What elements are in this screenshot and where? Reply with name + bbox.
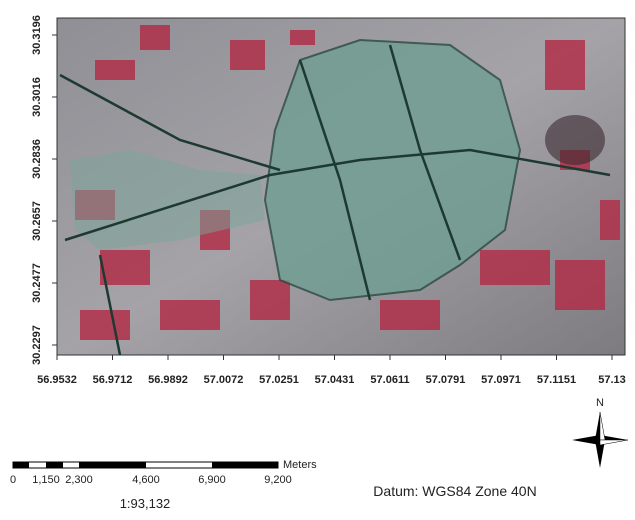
x-tick-label: 57.0072 <box>204 374 244 386</box>
scale-bar: Meters <box>13 459 317 471</box>
y-tick-label: 30.2836 <box>31 139 43 179</box>
north-label: N <box>596 397 604 409</box>
y-tick-label: 30.2477 <box>31 263 43 303</box>
satellite-image <box>57 18 625 355</box>
y-tick-label: 30.3196 <box>31 15 43 55</box>
x-tick-label: 57.13 <box>598 374 626 386</box>
x-tick-label: 57.0791 <box>426 374 466 386</box>
scale-label: 9,200 <box>264 474 292 486</box>
y-tick-label: 30.3016 <box>31 77 43 117</box>
y-tick-label: 30.2297 <box>31 325 43 365</box>
scale-label: 2,300 <box>65 474 93 486</box>
scale-unit: Meters <box>283 459 317 471</box>
y-tick-label: 30.2657 <box>31 201 43 241</box>
datum: Datum: WGS84 Zone 40N <box>373 483 536 499</box>
scale-label: 0 <box>10 474 16 486</box>
x-tick-label: 57.0431 <box>315 374 355 386</box>
scale-label: 6,900 <box>198 474 226 486</box>
x-tick-label: 57.0611 <box>370 374 409 386</box>
x-tick-label: 56.9712 <box>93 374 133 386</box>
scale-ratio: 1:93,132 <box>120 496 171 511</box>
scale-label: 4,600 <box>132 474 160 486</box>
x-tick-label: 57.0251 <box>259 374 299 386</box>
x-tick-label: 57.1151 <box>537 374 576 386</box>
x-tick-label: 56.9892 <box>148 374 188 386</box>
map-figure: 56.9532 56.9712 56.9892 57.0072 57.0251 57.04… <box>0 0 635 520</box>
x-tick-label: 56.9532 <box>37 374 77 386</box>
scale-label: 1,150 <box>32 474 60 486</box>
scale-labels: 0 1,150 2,300 4,600 6,900 9,200 <box>10 474 292 486</box>
x-tick-label: 57.0971 <box>481 374 521 386</box>
north-arrow: N <box>572 397 628 468</box>
